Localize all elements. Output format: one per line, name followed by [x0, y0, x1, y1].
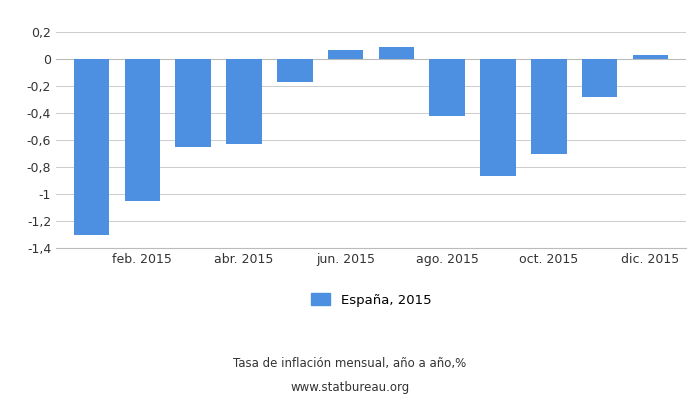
Bar [582, 59, 617, 97]
Bar [125, 59, 160, 201]
Bar [379, 47, 414, 59]
Legend: España, 2015: España, 2015 [311, 294, 431, 307]
Bar [429, 59, 465, 116]
Bar [277, 59, 313, 82]
Bar [176, 59, 211, 147]
Bar [633, 55, 668, 59]
Bar [531, 59, 566, 154]
Bar [74, 59, 109, 234]
Text: Tasa de inflación mensual, año a año,%: Tasa de inflación mensual, año a año,% [233, 358, 467, 370]
Bar [328, 50, 363, 59]
Text: www.statbureau.org: www.statbureau.org [290, 382, 410, 394]
Bar [480, 59, 516, 176]
Bar [226, 59, 262, 144]
